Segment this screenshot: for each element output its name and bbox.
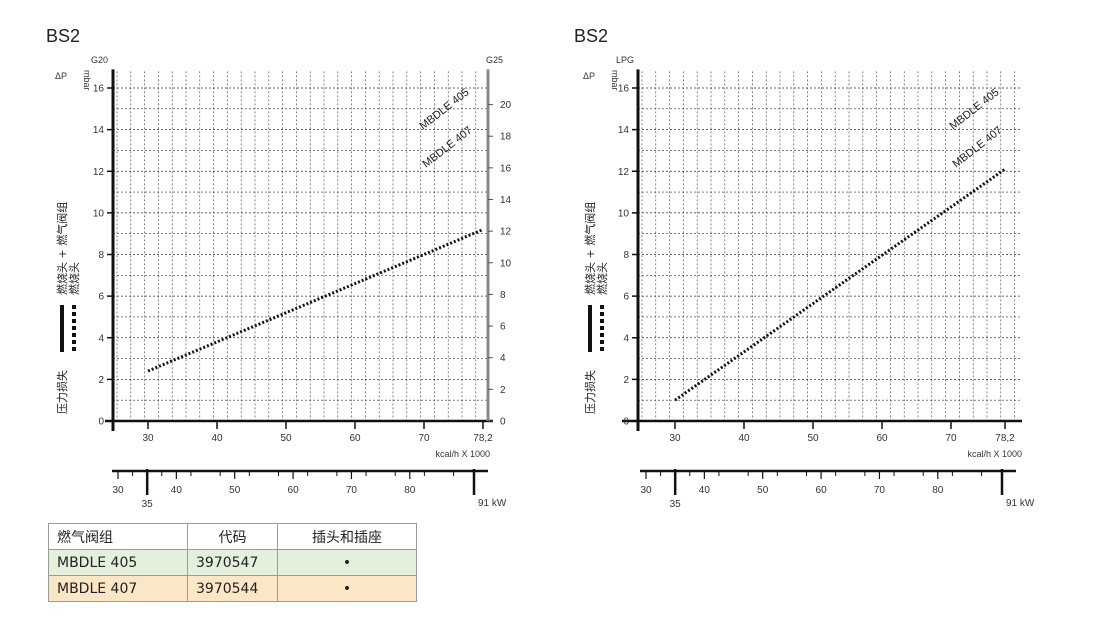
kw-mark-min-label: 35: [142, 499, 154, 510]
table-header-code: 代码: [187, 523, 278, 550]
y-axis-title: ΔP: [55, 71, 67, 81]
series-label: MBDLE 405: [947, 86, 1001, 132]
y-tick-label: 4: [98, 333, 104, 344]
kw-tick-label: 30: [112, 485, 124, 496]
kw-tick-label: 50: [229, 485, 241, 496]
x-tick-label: 78,2: [473, 433, 493, 444]
y-tick-label: 6: [623, 292, 629, 303]
x-tick-label: 50: [280, 433, 292, 444]
kw-mark-max-label: 91 kW: [478, 498, 507, 509]
kw-tick-label: 60: [288, 485, 300, 496]
series-line-0: [147, 228, 484, 373]
y-tick-label: 0: [623, 417, 629, 428]
chart-title: BS2: [574, 26, 608, 46]
y-axis-title: ΔP: [583, 71, 595, 81]
x-tick-label: 30: [669, 433, 681, 444]
right-y-tick-label: 20: [500, 100, 512, 111]
y-tick-label: 0: [98, 417, 104, 428]
kw-tick-label: 60: [816, 485, 828, 496]
kw-mark-min-label: 35: [670, 499, 682, 510]
gas-valve-table: 燃气阀组 代码 插头和插座 MBDLE 405 3970547 • MBDLE …: [48, 523, 417, 602]
x-tick-label: 40: [211, 433, 223, 444]
right-y-tick-label: 0: [500, 417, 506, 428]
x-tick-label: 30: [142, 433, 154, 444]
kw-tick-label: 80: [404, 485, 416, 496]
x-tick-label: 50: [807, 433, 819, 444]
series-label: MBDLE 405: [417, 86, 471, 132]
y-tick-label: 2: [98, 375, 104, 386]
y-tick-label: 12: [618, 167, 630, 178]
left-axis-label: G20: [91, 55, 108, 65]
y-tick-label: 10: [93, 208, 105, 219]
left-axis-label: LPG: [616, 55, 634, 65]
right-y-tick-label: 14: [500, 195, 512, 206]
table-header-valve: 燃气阀组: [48, 523, 188, 550]
right-y-tick-label: 6: [500, 322, 506, 333]
x-tick-label: 40: [738, 433, 750, 444]
y-tick-label: 14: [618, 125, 630, 136]
table-header-row: 燃气阀组 代码 插头和插座: [48, 523, 417, 550]
y-tick-label: 4: [623, 333, 629, 344]
y-axis-unit: mbar: [610, 70, 620, 91]
table-cell-valve: MBDLE 407: [48, 575, 188, 602]
x-tick-label: 78,2: [995, 433, 1015, 444]
chart-title: BS2: [46, 26, 80, 46]
right-y-tick-label: 2: [500, 385, 506, 396]
y-tick-label: 12: [93, 167, 105, 178]
table-cell-code: 3970544: [187, 575, 278, 602]
kw-tick-label: 40: [171, 485, 183, 496]
right-y-tick-label: 4: [500, 353, 506, 364]
legend-head-only: 燃烧头: [595, 262, 609, 295]
x-tick-label: 70: [418, 433, 430, 444]
x-axis-title: kcal/h X 1000: [967, 449, 1022, 459]
right-y-tick-label: 18: [500, 132, 512, 143]
y-tick-label: 10: [618, 208, 630, 219]
right-y-tick-label: 16: [500, 163, 512, 174]
kw-tick-label: 70: [874, 485, 886, 496]
table-cell-code: 3970547: [187, 549, 278, 576]
table-cell-plug: •: [277, 575, 417, 602]
x-tick-label: 70: [945, 433, 957, 444]
x-tick-label: 60: [876, 433, 888, 444]
legend-pressure-loss: 压力损失: [55, 370, 69, 414]
series-line-1: [674, 167, 1006, 402]
table-row: MBDLE 405 3970547 •: [48, 549, 417, 576]
right-y-tick-label: 8: [500, 290, 506, 301]
table-header-plug: 插头和插座: [277, 523, 417, 550]
legend-head-plus-valve: 燃烧头 + 燃气阀组: [55, 202, 69, 295]
x-axis-title: kcal/h X 1000: [435, 449, 490, 459]
kw-tick-label: 80: [932, 485, 944, 496]
table-cell-plug: •: [277, 549, 417, 576]
kw-mark-max-label: 91 kW: [1006, 498, 1035, 509]
table-cell-valve: MBDLE 405: [48, 549, 188, 576]
kw-tick-label: 70: [346, 485, 358, 496]
series-label: MBDLE 407: [950, 124, 1004, 170]
kw-tick-label: 30: [640, 485, 652, 496]
y-tick-label: 16: [93, 84, 105, 95]
y-tick-label: 14: [93, 125, 105, 136]
right-axis-label: G25: [486, 55, 503, 65]
legend-head-plus-valve: 燃烧头 + 燃气阀组: [583, 202, 597, 295]
x-tick-label: 60: [349, 433, 361, 444]
right-y-tick-label: 10: [500, 258, 512, 269]
kw-tick-label: 50: [757, 485, 769, 496]
series-label: MBDLE 407: [420, 124, 474, 170]
legend-pressure-loss: 压力损失: [583, 370, 597, 414]
y-axis-unit: mbar: [82, 70, 92, 91]
kw-tick-label: 40: [699, 485, 711, 496]
y-tick-label: 2: [623, 375, 629, 386]
y-tick-label: 16: [618, 84, 630, 95]
y-tick-label: 8: [623, 250, 629, 261]
y-tick-label: 6: [98, 292, 104, 303]
right-y-tick-label: 12: [500, 227, 512, 238]
legend-head-only: 燃烧头: [67, 262, 81, 295]
table-row: MBDLE 407 3970544 •: [48, 575, 417, 602]
y-tick-label: 8: [98, 250, 104, 261]
